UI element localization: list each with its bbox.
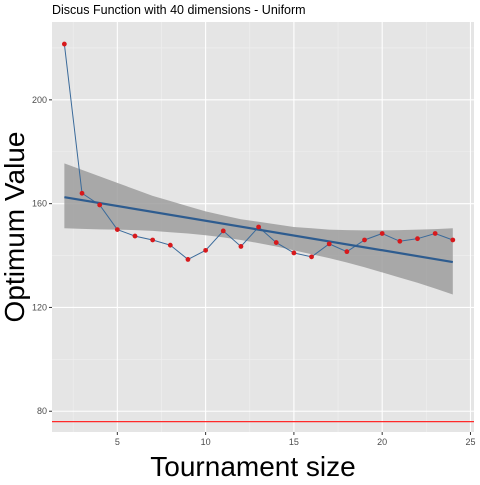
data-point	[150, 237, 156, 243]
data-point	[450, 237, 456, 243]
x-tick-label: 15	[289, 437, 299, 447]
x-tick-label: 20	[377, 437, 387, 447]
x-tick-label: 25	[465, 437, 475, 447]
data-point	[309, 254, 314, 260]
data-point	[220, 228, 226, 234]
data-point	[79, 190, 85, 196]
data-point	[132, 233, 138, 239]
chart-title: Discus Function with 40 dimensions - Uni…	[52, 3, 306, 17]
y-tick-label: 80	[37, 406, 47, 416]
y-axis-label: Optimum Value	[0, 132, 30, 323]
data-point	[326, 241, 332, 247]
x-axis-label: Tournament size	[150, 451, 355, 480]
y-tick-label: 200	[32, 95, 47, 105]
data-point	[238, 244, 244, 249]
data-point	[97, 202, 103, 208]
data-point	[415, 236, 420, 242]
data-point	[273, 240, 279, 245]
data-point	[344, 249, 350, 255]
data-point	[397, 238, 403, 244]
data-point	[167, 242, 173, 248]
trend-line	[64, 196, 453, 264]
data-point	[291, 250, 297, 256]
data-point	[432, 231, 438, 236]
data-point	[256, 224, 261, 230]
x-tick-label: 5	[115, 437, 120, 447]
points-layer	[61, 41, 456, 262]
x-tick-label: 10	[201, 437, 211, 447]
y-axis-ticks: 80 120 160 200	[32, 95, 52, 416]
y-tick-label: 160	[32, 199, 47, 209]
data-point	[114, 227, 120, 232]
data-point	[185, 257, 191, 262]
data-point	[362, 237, 367, 243]
data-point	[379, 231, 385, 236]
x-axis-ticks: 5 10 15 20 25	[115, 432, 475, 447]
trend-layer	[64, 196, 453, 264]
data-point	[203, 247, 209, 253]
y-tick-label: 120	[32, 302, 47, 312]
data-point	[61, 41, 67, 47]
